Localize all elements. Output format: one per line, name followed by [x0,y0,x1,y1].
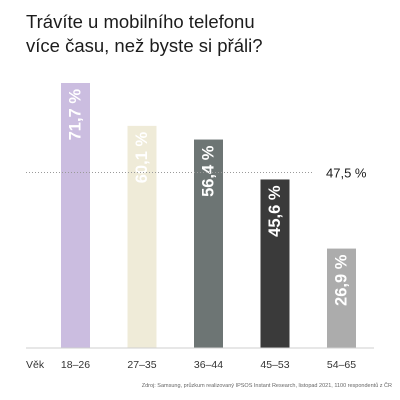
x-tick-labels: 18–26 27–35 36–44 45–53 54–65 [61,359,356,371]
chart-title-line-2: více času, než byste si přáli? [26,35,263,56]
bar-value-label: 71,7 % [67,89,85,141]
x-tick-label: 27–35 [127,359,156,371]
bar-value-label: 45,6 % [266,185,284,237]
bar-54–65 [327,248,356,348]
bar-value-label: 26,9 % [333,254,351,306]
x-tick-label: 36–44 [194,359,223,371]
chart-title: Trávíte u mobilního telefonu více času, … [26,10,386,58]
bar-18–26 [61,83,90,348]
bars-group: 71,7 % 60,1 % 56,4 % 45,6 % 26,9 % [61,83,356,349]
bar-36–44 [194,139,223,348]
source-note: Zdroj: Samsung, průzkum realizovaný IPSO… [141,383,392,389]
x-axis-label: Věk [26,359,45,371]
bar-value-label: 60,1 % [133,132,151,184]
x-tick-label: 45–53 [260,359,289,371]
reference-line-label: 47,5 % [326,165,367,180]
bar-27–35 [127,125,157,349]
x-tick-label: 54–65 [327,359,356,371]
x-tick-label: 18–26 [61,359,90,371]
chart-title-line-1: Trávíte u mobilního telefonu [26,11,255,32]
bar-45–53 [260,179,290,348]
bar-value-label: 56,4 % [200,145,218,197]
